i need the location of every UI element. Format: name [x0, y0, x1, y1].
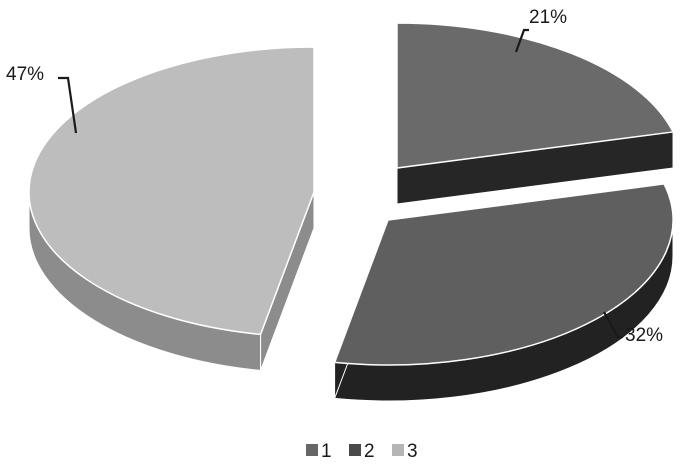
- legend-label-3: 3: [407, 441, 418, 462]
- slice-2: [333, 183, 674, 366]
- legend-swatch-2: [349, 444, 361, 456]
- leader-lines: [58, 28, 623, 339]
- legend: 1 2 3: [306, 441, 418, 462]
- slice-tops: [28, 22, 675, 366]
- legend-swatch-3: [392, 444, 404, 456]
- data-label-2: 32%: [625, 325, 663, 346]
- data-label-3: 47%: [6, 64, 44, 85]
- slice-1: [396, 22, 675, 169]
- legend-swatch-1: [306, 444, 318, 456]
- leader-line-2: [603, 311, 623, 339]
- slice-3: [28, 46, 315, 336]
- leader-line-1: [514, 28, 529, 53]
- leader-line-3: [58, 76, 78, 134]
- legend-label-1: 1: [321, 441, 332, 462]
- legend-label-2: 2: [364, 441, 375, 462]
- data-label-1: 21%: [529, 7, 567, 28]
